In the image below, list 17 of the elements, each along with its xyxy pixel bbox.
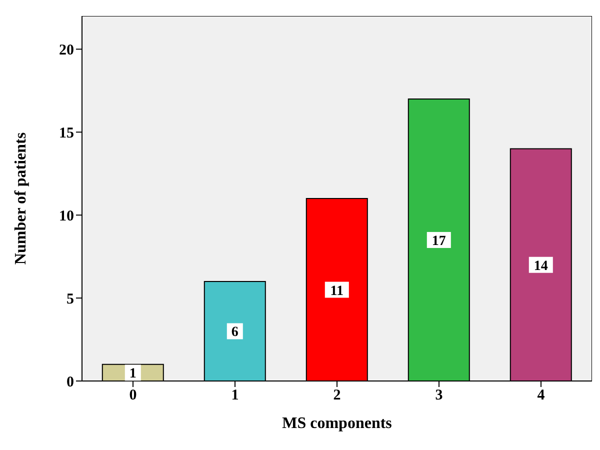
x-tick-label: 0 bbox=[129, 388, 137, 404]
data-label: 11 bbox=[330, 284, 344, 299]
y-tick-label: 0 bbox=[66, 374, 74, 390]
x-tick-label: 3 bbox=[435, 388, 443, 404]
x-axis-title: MS components bbox=[282, 415, 392, 432]
data-label: 6 bbox=[231, 325, 238, 340]
x-tick-label: 4 bbox=[537, 388, 546, 404]
x-tick-label: 2 bbox=[333, 388, 341, 404]
x-tick-label: 1 bbox=[231, 388, 239, 404]
y-tick-label: 10 bbox=[59, 208, 74, 224]
data-label: 17 bbox=[432, 234, 446, 249]
data-label: 1 bbox=[129, 366, 136, 382]
y-tick-label: 20 bbox=[59, 42, 74, 59]
data-label: 14 bbox=[534, 258, 548, 274]
y-axis-title: Number of patients bbox=[12, 132, 30, 265]
y-tick-label: 15 bbox=[59, 125, 74, 142]
y-tick-label: 5 bbox=[66, 291, 74, 308]
